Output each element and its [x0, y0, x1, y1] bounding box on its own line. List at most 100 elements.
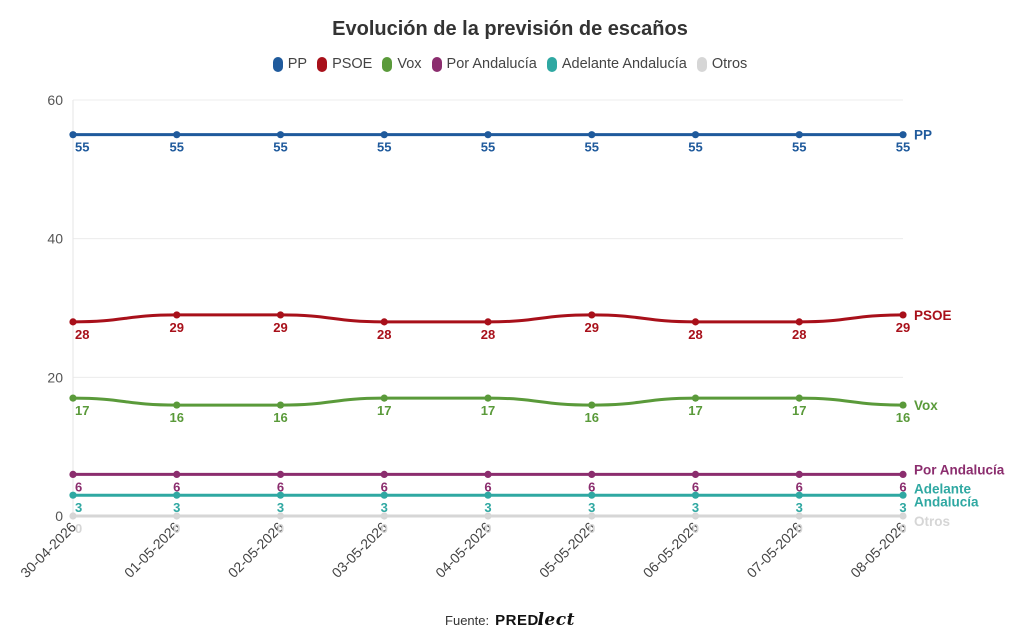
data-label-adelante-andaluc-a-7: 3 — [796, 500, 803, 515]
legend-item-adelante-andalucia[interactable]: Adelante Andalucía — [546, 56, 687, 72]
point-psoe-1 — [173, 311, 181, 319]
point-otros-2 — [276, 512, 285, 520]
data-label-pp-4: 55 — [481, 140, 495, 155]
legend-item-psoe[interactable]: PSOE — [317, 56, 372, 72]
data-label-pp-8: 55 — [896, 140, 910, 155]
legend-swatch-vox — [382, 56, 393, 72]
end-label-por-andaluc-a: Por Andalucía — [914, 462, 1005, 477]
y-tick-label-20: 20 — [47, 369, 63, 385]
brand-main: PREDI — [495, 612, 544, 629]
data-label-adelante-andaluc-a-6: 3 — [692, 500, 699, 515]
point-adelante-andaluc-a-1 — [173, 491, 181, 499]
data-label-otros-1: 0 — [173, 521, 180, 536]
point-otros-0 — [69, 512, 77, 520]
end-label-pp: PP — [914, 128, 932, 143]
data-label-otros-6: 0 — [692, 521, 699, 536]
point-psoe-7 — [795, 318, 803, 326]
legend-swatch-otros — [696, 56, 707, 72]
data-label-por-andaluc-a-5: 6 — [588, 479, 595, 494]
legend-item-pp[interactable]: PP — [272, 56, 308, 72]
data-label-por-andaluc-a-7: 6 — [796, 479, 803, 494]
data-label-psoe-8: 29 — [896, 320, 910, 335]
point-por-andaluc-a-2 — [276, 470, 285, 478]
point-vox-1 — [173, 401, 181, 409]
point-otros-6 — [691, 512, 700, 520]
legend-label-vox: Vox — [397, 56, 422, 72]
data-label-psoe-5: 29 — [585, 320, 599, 335]
legend-swatch-por-andalucia — [431, 56, 442, 72]
point-pp-4 — [484, 131, 492, 139]
point-pp-5 — [588, 131, 596, 139]
legend-swatch-adelante-andalucia — [546, 56, 557, 72]
point-pp-8 — [899, 131, 907, 139]
data-label-pp-1: 55 — [170, 140, 184, 155]
point-adelante-andaluc-a-4 — [484, 491, 492, 499]
data-label-adelante-andaluc-a-3: 3 — [381, 500, 388, 515]
point-vox-7 — [795, 394, 803, 402]
point-vox-5 — [588, 401, 596, 409]
point-psoe-4 — [484, 318, 492, 326]
point-pp-1 — [173, 131, 181, 139]
end-label-otros: Otros — [914, 514, 950, 529]
data-label-adelante-andaluc-a-1: 3 — [173, 500, 180, 515]
data-label-vox-8: 16 — [896, 410, 910, 425]
data-label-pp-6: 55 — [688, 140, 702, 155]
legend-label-pp: PP — [287, 56, 308, 72]
y-tick-label-0: 0 — [55, 508, 63, 524]
point-por-andaluc-a-7 — [795, 470, 803, 478]
data-label-pp-3: 55 — [377, 140, 391, 155]
point-vox-0 — [69, 394, 77, 402]
point-otros-5 — [588, 512, 596, 520]
point-vox-8 — [899, 401, 907, 409]
end-label-psoe: PSOE — [914, 308, 952, 323]
point-psoe-8 — [899, 311, 907, 319]
legend-item-vox[interactable]: Vox — [382, 56, 422, 72]
data-label-pp-0: 55 — [75, 140, 89, 155]
point-pp-2 — [276, 131, 285, 139]
legend-swatch-psoe — [317, 56, 328, 72]
point-otros-1 — [173, 512, 181, 520]
data-label-otros-7: 0 — [796, 521, 803, 536]
source-footer: Fuente: PREDIlect — [0, 610, 1020, 630]
chart-legend: PP PSOE Vox Por Andalucía Adelante Andal… — [0, 56, 1020, 72]
point-por-andaluc-a-4 — [484, 470, 492, 478]
data-label-adelante-andaluc-a-8: 3 — [899, 500, 906, 515]
point-vox-4 — [484, 394, 492, 402]
point-otros-4 — [484, 512, 492, 520]
data-label-por-andaluc-a-8: 6 — [899, 479, 906, 494]
point-por-andaluc-a-0 — [69, 470, 77, 478]
legend-item-por-andalucia[interactable]: Por Andalucía — [431, 56, 537, 72]
data-label-vox-2: 16 — [273, 410, 287, 425]
data-label-adelante-andaluc-a-0: 3 — [75, 500, 82, 515]
data-label-pp-5: 55 — [585, 140, 599, 155]
chart-title: Evolución de la previsión de escaños — [332, 18, 688, 40]
data-label-por-andaluc-a-1: 6 — [173, 479, 180, 494]
point-psoe-0 — [69, 318, 77, 326]
point-pp-6 — [691, 131, 700, 139]
point-vox-6 — [691, 394, 700, 402]
data-label-otros-8: 0 — [899, 521, 906, 536]
data-label-vox-1: 16 — [170, 410, 184, 425]
data-label-vox-0: 17 — [75, 403, 89, 418]
legend-item-otros[interactable]: Otros — [696, 56, 747, 72]
data-label-psoe-4: 28 — [481, 327, 495, 342]
data-label-adelante-andaluc-a-5: 3 — [588, 500, 595, 515]
point-adelante-andaluc-a-5 — [588, 491, 596, 499]
data-label-vox-6: 17 — [688, 403, 702, 418]
point-por-andaluc-a-5 — [588, 470, 596, 478]
data-label-por-andaluc-a-2: 6 — [277, 479, 284, 494]
data-label-psoe-6: 28 — [688, 327, 702, 342]
data-label-vox-5: 16 — [585, 410, 599, 425]
point-por-andaluc-a-1 — [173, 470, 181, 478]
point-otros-7 — [795, 512, 803, 520]
data-label-por-andaluc-a-6: 6 — [692, 479, 699, 494]
data-label-por-andaluc-a-3: 6 — [381, 479, 388, 494]
point-otros-8 — [899, 512, 907, 520]
data-label-psoe-3: 28 — [377, 327, 391, 342]
data-label-otros-3: 0 — [381, 521, 388, 536]
data-label-psoe-0: 28 — [75, 327, 89, 342]
legend-label-psoe: PSOE — [332, 56, 373, 72]
end-label-adelante-andaluc-a-1: Andalucía — [914, 495, 979, 510]
point-pp-0 — [69, 131, 77, 139]
